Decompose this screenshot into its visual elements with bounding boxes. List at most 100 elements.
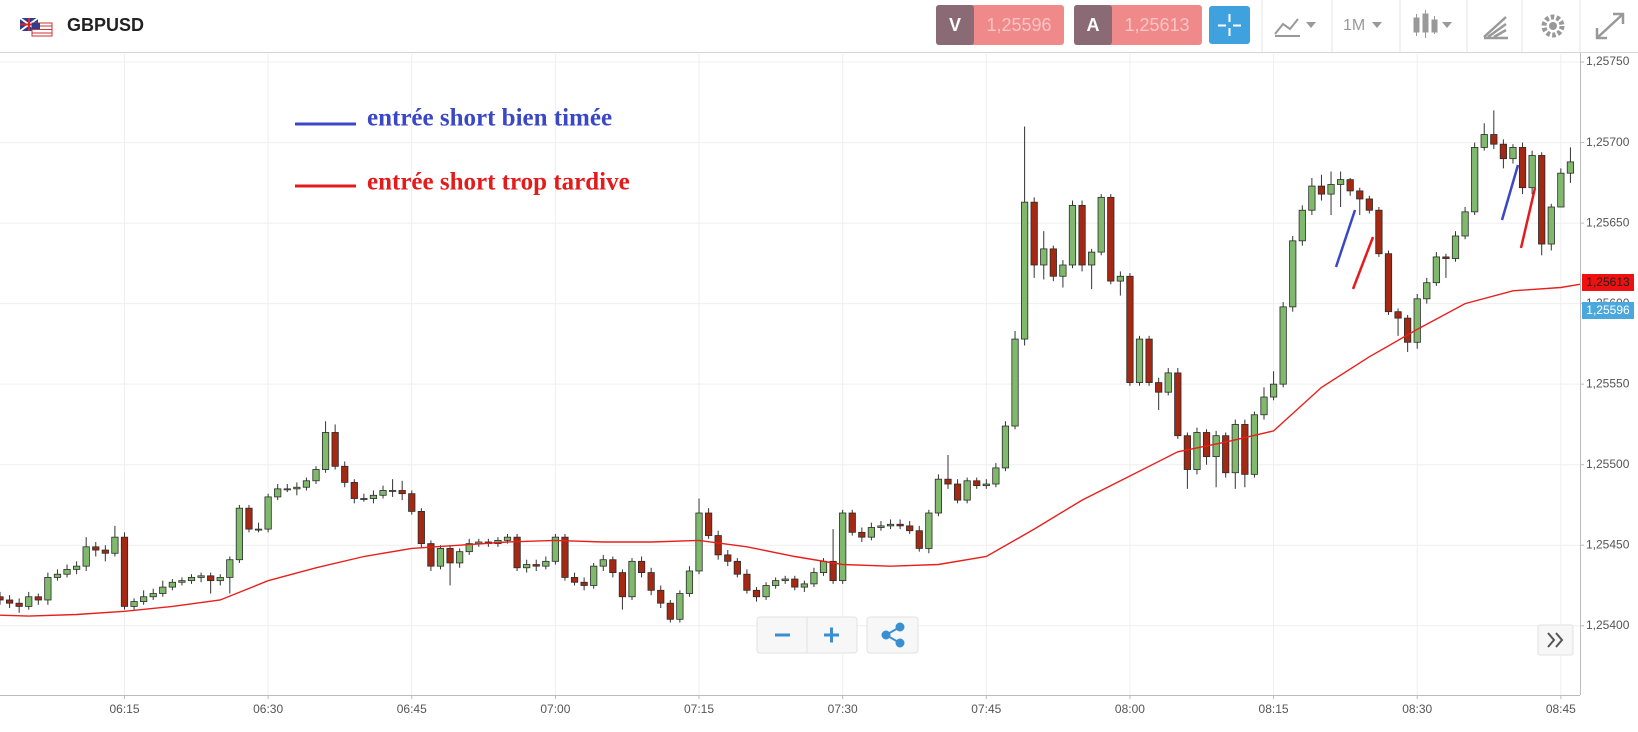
entry-line-red <box>1351 236 1375 290</box>
share-icon[interactable] <box>881 622 905 648</box>
candle-body <box>168 581 176 588</box>
candle-body <box>34 596 42 601</box>
candle-body <box>1480 134 1488 148</box>
candle-body <box>676 593 684 620</box>
entry-line-blue <box>1500 164 1520 221</box>
x-tick-label: 06:30 <box>253 702 283 716</box>
zoom-in[interactable] <box>824 627 839 643</box>
entry-line-red <box>1519 187 1537 249</box>
x-tick-label: 08:45 <box>1546 702 1576 716</box>
candle-body <box>944 478 952 485</box>
crosshair-icon <box>1218 14 1241 36</box>
candle-body <box>1566 161 1575 174</box>
candle-body <box>1088 251 1096 266</box>
candle-body <box>1499 143 1507 160</box>
candle-body <box>523 564 531 569</box>
drawing-icon[interactable] <box>1483 16 1508 40</box>
moving-average-line <box>0 283 1580 617</box>
candle-body <box>341 465 349 483</box>
candle-body <box>197 575 205 578</box>
candle-body <box>63 568 71 575</box>
candle-body <box>1490 134 1498 145</box>
candle-body <box>953 483 962 501</box>
candle-body <box>1059 264 1067 277</box>
candle-body <box>1145 338 1153 383</box>
candle-body <box>532 564 540 567</box>
candle-body <box>369 494 378 499</box>
candle-body <box>0 596 4 601</box>
dropdown-caret <box>1306 22 1316 28</box>
ask-price-tag-label: 1,25613 <box>1586 275 1630 289</box>
candle-body <box>657 589 665 604</box>
chart-type-icon[interactable] <box>1413 10 1438 38</box>
candle-body <box>963 480 971 501</box>
grid <box>0 54 1580 695</box>
candle-body <box>819 560 828 573</box>
candle-body <box>1279 306 1287 385</box>
scroll-right-button[interactable] <box>1537 624 1574 656</box>
candle-body <box>1461 211 1469 237</box>
buy-label-box <box>1074 5 1112 45</box>
candle-body <box>800 583 808 588</box>
candle-body <box>1518 147 1527 189</box>
settings-icon[interactable] <box>1541 14 1565 38</box>
candle-body <box>839 512 847 582</box>
candle-body <box>1001 425 1010 469</box>
candle-body <box>848 512 856 533</box>
sell-price: 1,25596 <box>986 15 1051 35</box>
candle-body <box>791 578 799 588</box>
y-tick-label: 1,25400 <box>1586 618 1630 632</box>
candle-body <box>733 560 741 575</box>
plot-area <box>0 110 1580 623</box>
crosshair-button[interactable] <box>1209 6 1250 44</box>
indicator-icon[interactable] <box>1274 18 1300 37</box>
candle-body <box>1317 185 1326 195</box>
candle-body <box>1404 317 1412 343</box>
axes: 1,254001,254501,255001,255501,256001,256… <box>109 54 1629 716</box>
candle-body <box>906 525 914 532</box>
dropdown-caret <box>1442 22 1452 28</box>
candle-body <box>312 469 320 482</box>
candle-body <box>609 559 617 573</box>
fullscreen-icon[interactable] <box>1595 12 1625 40</box>
candle-body <box>254 528 263 531</box>
candle-body <box>1442 256 1450 259</box>
candle-body <box>580 581 588 586</box>
candle-body <box>1260 396 1268 416</box>
candle-body <box>973 480 981 487</box>
candle-body <box>1164 372 1172 393</box>
candle-body <box>743 573 751 591</box>
x-tick-label: 07:00 <box>540 702 570 716</box>
candle-body <box>1049 248 1057 277</box>
candle-body <box>695 512 703 572</box>
x-tick-label: 08:00 <box>1115 702 1145 716</box>
candle-body <box>1097 196 1105 253</box>
candle-body <box>226 559 234 578</box>
candle-body <box>1413 298 1421 343</box>
candle-body <box>503 536 512 541</box>
dropdown-caret <box>1372 22 1382 28</box>
candle-body <box>465 543 473 553</box>
timeframe[interactable]: 1M <box>1343 17 1365 34</box>
y-tick-label: 1,25500 <box>1586 457 1630 471</box>
candle-body <box>915 530 923 549</box>
candle-body <box>1040 248 1048 266</box>
candle-body <box>1068 204 1077 266</box>
candle-body <box>207 575 215 582</box>
candle-body <box>187 577 196 582</box>
candle-body <box>867 527 875 538</box>
candle-body <box>389 490 397 492</box>
candle-body <box>245 507 253 530</box>
x-tick-label: 07:45 <box>971 702 1001 716</box>
candle-body <box>618 572 627 598</box>
candle-body <box>1547 206 1555 245</box>
candle-body <box>1011 338 1019 427</box>
candle-body <box>1394 311 1402 319</box>
sell-label: V <box>949 15 961 35</box>
candle-body <box>1432 256 1440 284</box>
candle-body <box>1423 282 1431 300</box>
candle-body <box>1365 198 1373 211</box>
toolbar-separators <box>1261 0 1581 52</box>
chevron-icon <box>1547 632 1564 648</box>
candle-body <box>446 548 454 564</box>
